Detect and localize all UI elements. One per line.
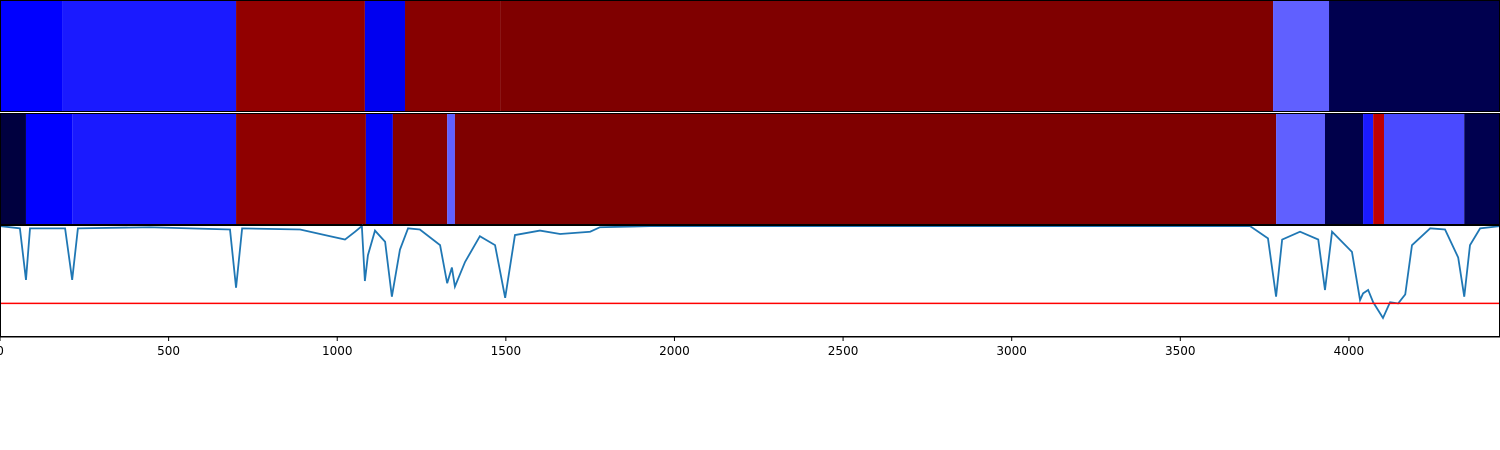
segment (1464, 113, 1500, 225)
x-tick-label: 500 (157, 344, 180, 358)
x-tick-label: 4000 (1334, 344, 1365, 358)
segment (1273, 0, 1330, 112)
x-tick-label: 3000 (996, 344, 1027, 358)
segment (405, 0, 501, 112)
segment (236, 0, 365, 112)
segment (454, 113, 1277, 225)
x-tick-label: 1500 (491, 344, 522, 358)
x-tick-label: 2500 (828, 344, 859, 358)
segment (500, 0, 1274, 112)
segment (1324, 113, 1364, 225)
x-tick-label: 2000 (659, 344, 690, 358)
segment (25, 113, 73, 225)
x-tick-label: 1000 (322, 344, 353, 358)
segment (236, 113, 366, 225)
segment (62, 0, 237, 112)
segment (364, 0, 406, 112)
segment (365, 113, 393, 225)
segment (1383, 113, 1465, 225)
segment (1373, 113, 1384, 225)
x-tick-label: 0 (0, 344, 4, 358)
segment (0, 113, 26, 225)
x-tick-label: 3500 (1165, 344, 1196, 358)
segment (1363, 113, 1374, 225)
segment (392, 113, 448, 225)
segment (1329, 0, 1500, 112)
segment (0, 0, 63, 112)
segment (1276, 113, 1325, 225)
segment (72, 113, 237, 225)
line-series (0, 224, 1500, 320)
segment (447, 113, 455, 225)
